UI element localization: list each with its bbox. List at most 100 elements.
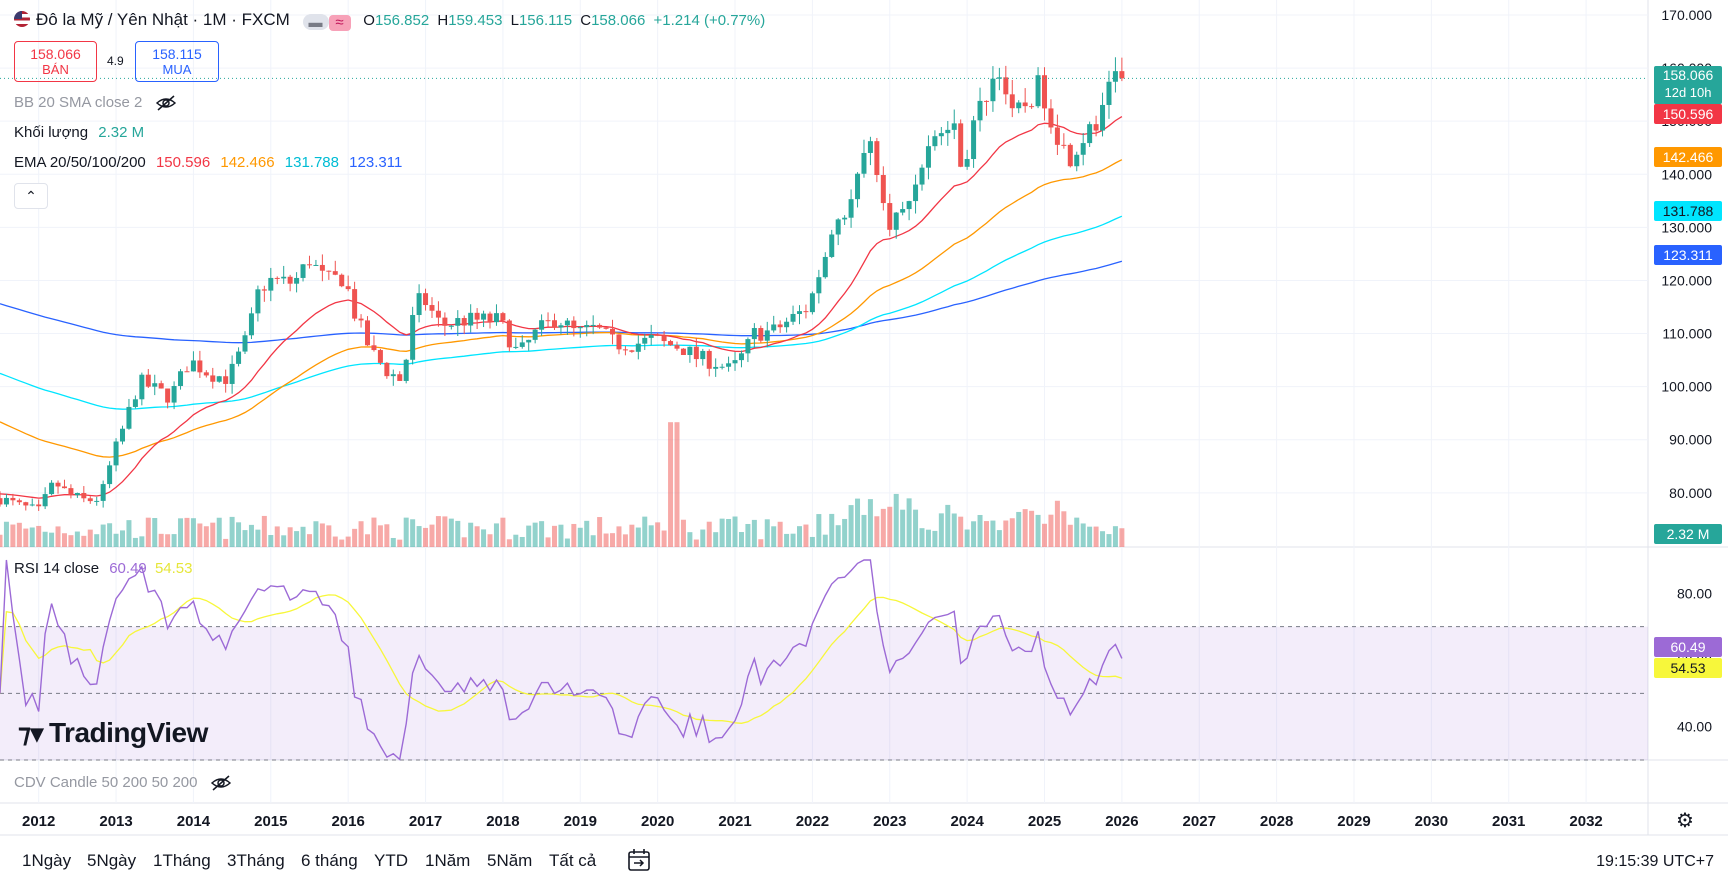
time-tick-label: 2013 xyxy=(99,813,132,830)
candle-body xyxy=(622,349,628,351)
collapse-icon[interactable]: ▬ xyxy=(302,14,329,30)
clock[interactable]: 19:15:39 UTC+7 xyxy=(1596,853,1714,870)
time-tick-label: 2030 xyxy=(1415,813,1448,830)
candle-body xyxy=(738,353,744,361)
volume-bar xyxy=(1022,509,1028,547)
range-button[interactable]: 1Ngày xyxy=(22,851,72,870)
range-button[interactable]: 1Năm xyxy=(425,851,471,870)
rsi-ma-line xyxy=(0,594,1123,724)
range-button[interactable]: 3Tháng xyxy=(227,851,285,870)
eye-hidden-icon[interactable] xyxy=(155,95,177,111)
volume-bar xyxy=(229,516,235,547)
volume-bar xyxy=(500,517,506,547)
approx-icon[interactable]: ≈ xyxy=(328,15,351,31)
cdv-legend[interactable]: CDV Candle 50 200 50 200 xyxy=(14,774,232,791)
time-tick-label: 2019 xyxy=(564,813,597,830)
volume-bar xyxy=(203,526,209,547)
candle-body xyxy=(577,327,583,329)
range-button[interactable]: 6 tháng xyxy=(301,851,358,870)
volume-bar xyxy=(313,521,319,547)
volume-bar xyxy=(590,535,596,547)
ema100-line xyxy=(0,215,1123,410)
time-tick-label: 2027 xyxy=(1183,813,1216,830)
candle-body xyxy=(448,325,454,327)
volume-bar xyxy=(822,534,828,547)
candle-body xyxy=(145,374,151,387)
candle-body xyxy=(345,286,351,290)
candle-body xyxy=(455,318,461,326)
ema-label: EMA 20/50/100/200 xyxy=(14,154,146,171)
volume-legend[interactable]: Khối lượng 2.32 M xyxy=(14,124,144,141)
candle-body xyxy=(719,366,725,368)
time-tick-label: 2014 xyxy=(177,813,211,830)
bb-legend[interactable]: BB 20 SMA close 2 xyxy=(14,94,177,111)
volume-bar xyxy=(132,537,138,547)
candle-body xyxy=(1100,104,1106,131)
range-button[interactable]: 1Tháng xyxy=(153,851,211,870)
volume-bar xyxy=(706,521,712,547)
sell-button[interactable]: 158.066 BÁN xyxy=(14,41,97,82)
calendar-goto-icon[interactable] xyxy=(626,847,652,873)
candle-body xyxy=(732,360,738,364)
candle-body xyxy=(771,324,777,331)
volume-bar xyxy=(36,525,42,547)
rsi-legend[interactable]: RSI 14 close 60.49 54.53 xyxy=(14,560,192,577)
candle-body xyxy=(23,502,29,506)
candle-body xyxy=(1022,102,1028,107)
candle-body xyxy=(158,383,164,389)
candle-body xyxy=(1112,71,1118,82)
volume-bar xyxy=(938,513,944,547)
candle-body xyxy=(790,313,796,322)
volume-bar xyxy=(983,521,989,547)
volume-bar xyxy=(352,528,358,547)
volume-bar xyxy=(461,537,467,547)
volume-bar xyxy=(713,532,719,547)
symbol-header[interactable]: Đô la Mỹ / Yên Nhật · 1M · FXCM ▬ ≈ O156.… xyxy=(14,10,765,31)
rsi-tick-label: 40.00 xyxy=(1677,719,1712,735)
candle-body xyxy=(255,289,261,314)
volume-bar xyxy=(855,498,861,547)
volume-bar xyxy=(190,518,196,547)
volume-bar xyxy=(893,493,899,547)
candle-body xyxy=(571,320,577,329)
candle-body xyxy=(300,264,306,278)
candle-body xyxy=(3,497,9,505)
candle-body xyxy=(1029,106,1035,108)
volume-bar xyxy=(3,521,9,547)
candle-body xyxy=(1080,143,1086,155)
price-tick-label: 110.000 xyxy=(1662,326,1712,342)
ema-legend[interactable]: EMA 20/50/100/200 150.596 142.466 131.78… xyxy=(14,154,402,171)
candle-body xyxy=(410,315,416,360)
range-button[interactable]: 5Ngày xyxy=(87,851,137,870)
volume-bar xyxy=(474,526,480,547)
volume-bar xyxy=(74,531,80,547)
candle-body xyxy=(925,146,931,168)
range-button[interactable]: Tất cả xyxy=(549,851,597,870)
chevron-up-icon: ⌃ xyxy=(25,188,37,204)
candle-body xyxy=(1003,77,1009,95)
ema50-value: 142.466 xyxy=(220,154,275,171)
volume-bar xyxy=(16,522,22,547)
range-button[interactable]: YTD xyxy=(374,851,408,870)
symbol-title[interactable]: Đô la Mỹ / Yên Nhật · 1M · FXCM xyxy=(36,10,290,29)
candle-body xyxy=(1087,124,1093,144)
candle-body xyxy=(900,209,906,213)
buy-button[interactable]: 158.115 MUA xyxy=(135,41,219,82)
settings-gear-icon[interactable]: ⚙ xyxy=(1676,810,1694,832)
last-price-tag: 158.066 12d 10h xyxy=(1654,66,1722,104)
candle-body xyxy=(816,277,822,294)
volume-bar xyxy=(506,539,512,547)
candle-body xyxy=(377,350,383,363)
eye-hidden-icon[interactable] xyxy=(210,775,232,791)
candle-body xyxy=(545,320,551,322)
collapse-legend-button[interactable]: ⌃ xyxy=(14,183,48,209)
candle-body xyxy=(1106,81,1112,105)
volume-bar xyxy=(268,535,274,547)
time-tick-label: 2020 xyxy=(641,813,674,830)
volume-bar xyxy=(513,534,519,547)
tradingview-watermark: ⁊▾ TradingView xyxy=(18,717,208,749)
volume-bar xyxy=(87,529,93,547)
candle-body xyxy=(1048,108,1054,128)
range-button[interactable]: 5Năm xyxy=(487,851,533,870)
